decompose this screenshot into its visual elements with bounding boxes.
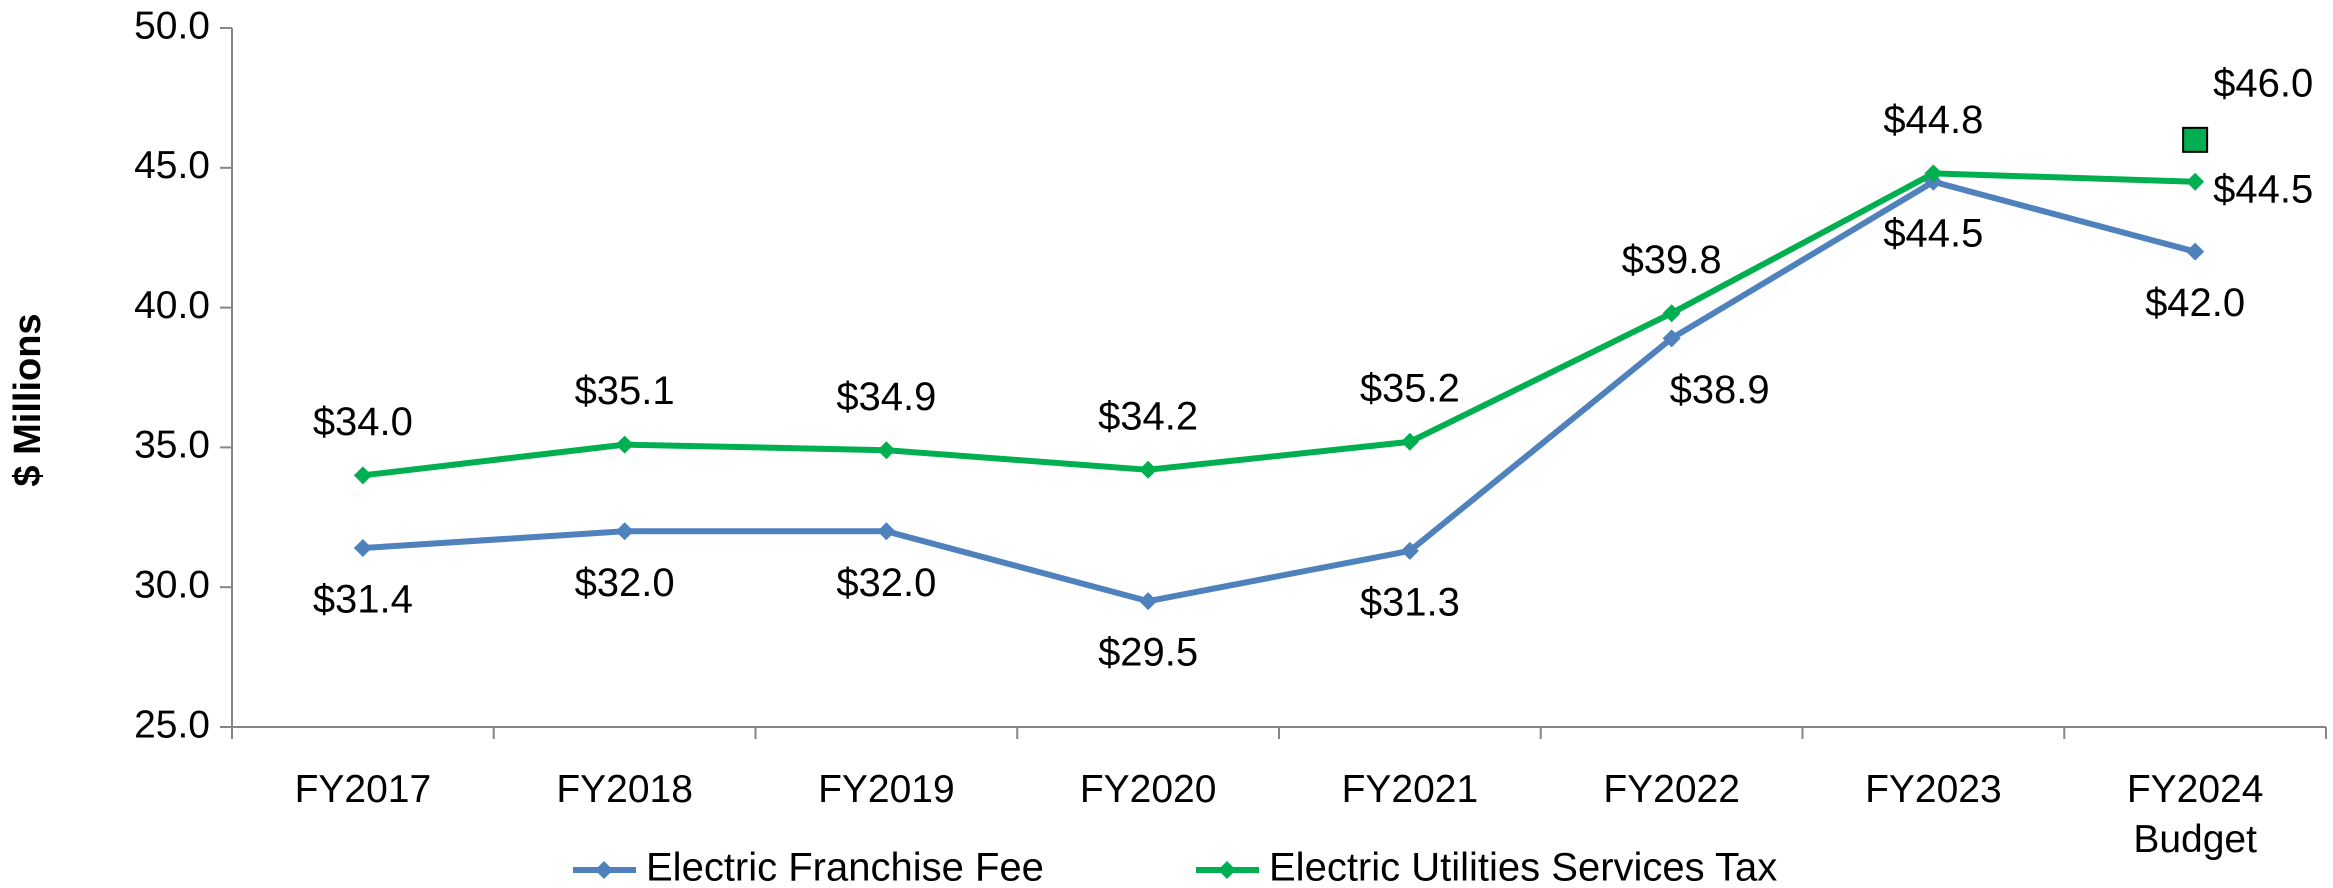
- data-label: $34.9: [836, 375, 936, 419]
- data-point: [1139, 592, 1158, 611]
- data-label: $32.0: [575, 561, 675, 605]
- x-tick-label: FY2017: [294, 768, 432, 811]
- legend-label: Electric Utilities Services Tax: [1269, 846, 1777, 888]
- data-label: $29.5: [1098, 631, 1198, 675]
- y-tick-label: 25.0: [134, 703, 210, 746]
- data-point: [353, 539, 372, 558]
- data-point: [353, 466, 372, 485]
- data-label: $42.0: [2145, 281, 2245, 325]
- data-label: $35.2: [1360, 366, 1460, 410]
- data-point: [1139, 460, 1158, 479]
- data-label: $31.4: [313, 578, 413, 622]
- x-tick-label: FY2021: [1341, 768, 1479, 811]
- y-tick-label: 30.0: [134, 563, 210, 606]
- x-tick-label: FY2020: [1079, 768, 1217, 811]
- annotation-marker: [2182, 126, 2209, 153]
- data-label: $39.8: [1622, 238, 1722, 282]
- y-tick-label: 50.0: [134, 4, 210, 47]
- x-tick-label: FY2022: [1603, 768, 1740, 811]
- legend-marker: [595, 861, 613, 879]
- y-axis-label: $ Millions: [7, 313, 49, 486]
- data-label: $34.2: [1098, 394, 1198, 438]
- data-label: $35.1: [575, 369, 675, 413]
- x-tick-label: FY2018: [556, 768, 693, 811]
- y-tick-label: 45.0: [134, 144, 210, 187]
- annotation-label: $46.0: [2213, 61, 2313, 105]
- data-point: [1662, 329, 1681, 348]
- data-point: [877, 441, 896, 460]
- data-label: $34.0: [313, 400, 413, 444]
- series-line: [362, 178, 2196, 605]
- data-point: [1400, 541, 1419, 560]
- x-tick-label: FY2023: [1865, 768, 2002, 811]
- data-point: [1662, 304, 1681, 323]
- data-point: [615, 435, 634, 454]
- data-label: $44.8: [1883, 98, 1983, 142]
- y-tick-label: 35.0: [134, 424, 210, 467]
- data-point: [877, 522, 896, 541]
- series-line: [362, 170, 2196, 479]
- data-label: $44.5: [1883, 211, 1983, 255]
- data-point: [2186, 172, 2205, 191]
- data-point: [2186, 242, 2205, 261]
- data-point: [1924, 164, 1943, 183]
- legend-marker: [1218, 861, 1236, 879]
- data-label: $44.5: [2213, 167, 2313, 211]
- legend-label: Electric Franchise Fee: [646, 846, 1044, 888]
- y-tick-label: 40.0: [134, 284, 210, 327]
- data-label: $32.0: [836, 561, 936, 605]
- data-point: [1400, 432, 1419, 451]
- data-label: $38.9: [1670, 368, 1770, 412]
- data-label: $31.3: [1360, 580, 1460, 624]
- x-tick-label: FY2019: [818, 768, 955, 811]
- x-tick-label: FY2024 Budget: [2126, 768, 2264, 861]
- data-point: [615, 522, 634, 541]
